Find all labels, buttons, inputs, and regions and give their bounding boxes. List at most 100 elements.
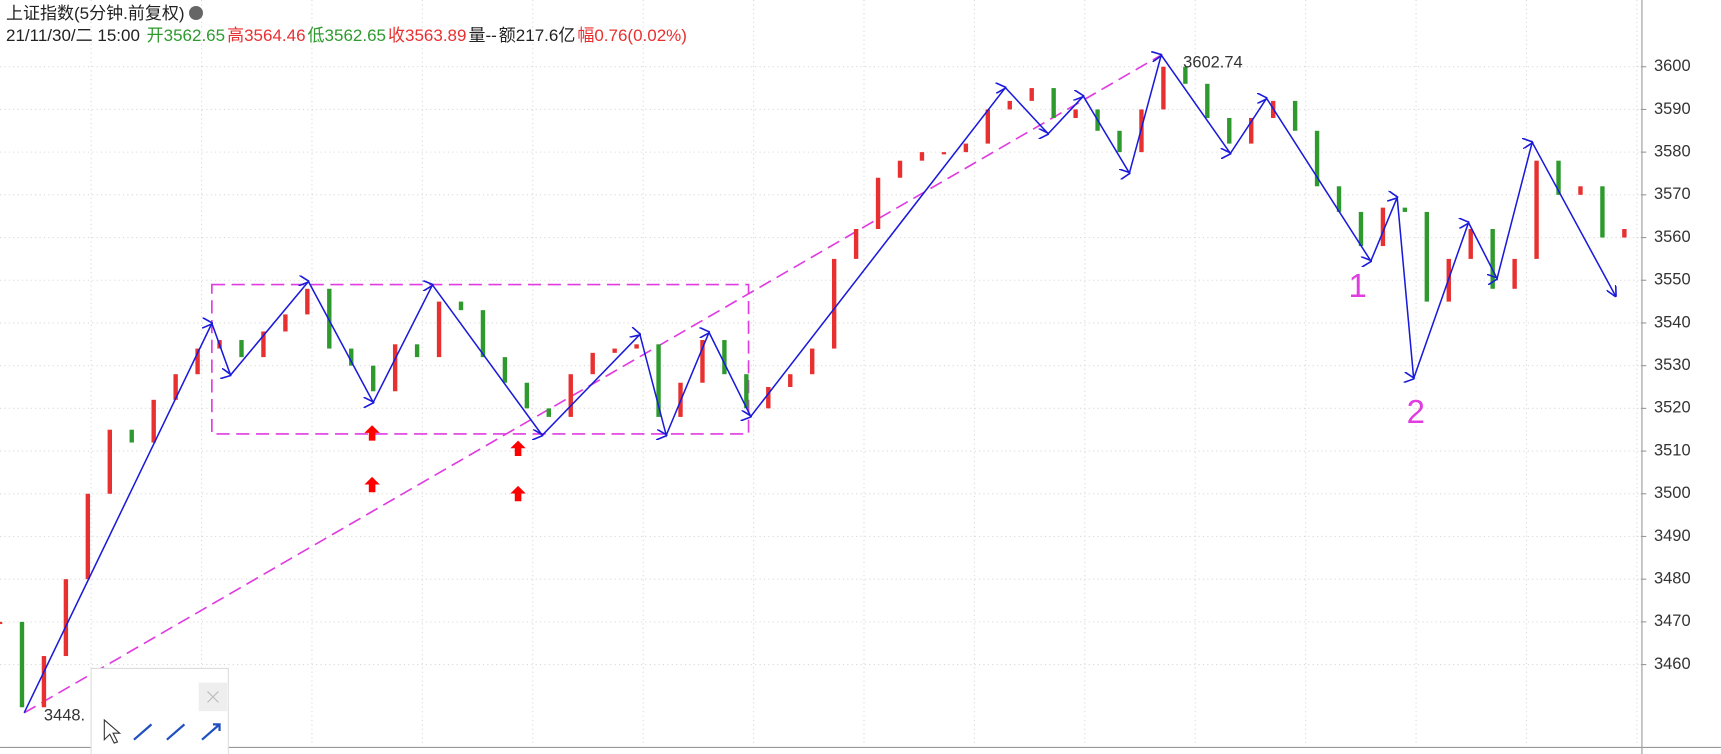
info-label: 量 — [468, 26, 486, 45]
y-tick-label: 3580 — [1654, 142, 1691, 160]
price-bar — [1029, 88, 1034, 101]
price-bar — [766, 387, 771, 409]
price-bar — [831, 258, 837, 349]
title: 上证指数(5分钟.前复权) — [6, 4, 185, 23]
wave-label: 1 — [1349, 267, 1367, 304]
info-value: 3564.46 — [244, 26, 306, 45]
price-bar — [1600, 186, 1605, 238]
price-bar — [568, 374, 573, 417]
price-bar — [875, 177, 881, 230]
price-bar — [63, 579, 69, 657]
wave-label: 2 — [1407, 393, 1425, 430]
price-bar — [0, 621, 3, 625]
price-bar — [722, 340, 727, 375]
info-item: 高3564.46 — [227, 26, 305, 45]
price-bar — [1358, 211, 1364, 247]
price-bar — [612, 348, 617, 353]
price-bar — [546, 408, 551, 417]
y-tick-label: 3470 — [1654, 612, 1691, 630]
price-bar — [1490, 229, 1495, 289]
price-bar — [1424, 211, 1430, 302]
up-arrow — [510, 485, 526, 502]
info-label: 低 — [307, 26, 325, 45]
info-item: 幅0.76(0.02%) — [577, 26, 687, 45]
title-row: 上证指数(5分钟.前复权) — [6, 3, 687, 25]
price-bar — [129, 429, 134, 443]
price-bar — [985, 109, 991, 144]
dropdown-icon[interactable] — [188, 6, 203, 20]
info-item: 量-- — [468, 26, 496, 45]
price-bar — [283, 314, 288, 332]
y-tick-label: 3570 — [1654, 185, 1691, 203]
info-row: 21/11/30/二 15:00 开3562.65 高3564.46 低3562.6… — [6, 25, 687, 47]
price-bar — [85, 493, 91, 580]
info-label: 额 — [498, 26, 516, 45]
price-bar — [919, 152, 925, 161]
info-value: -- — [485, 26, 497, 45]
ray-tool[interactable] — [166, 723, 186, 741]
price-bar — [634, 344, 639, 349]
up-arrow — [364, 476, 380, 493]
up-arrow — [364, 425, 380, 441]
header: 上证指数(5分钟.前复权) 21/11/30/二 15:00 开3562.65 高… — [6, 3, 687, 47]
price-label: 3448. — [44, 707, 85, 725]
price-bar — [1051, 88, 1056, 118]
y-tick-label: 3560 — [1654, 228, 1691, 246]
y-tick-label: 3500 — [1654, 484, 1691, 502]
price-bar — [239, 340, 244, 358]
price-bar — [963, 143, 969, 153]
price-bar — [1161, 66, 1166, 110]
price-bar — [1007, 100, 1012, 110]
cursor-tool[interactable] — [103, 718, 122, 744]
up-arrow — [510, 440, 526, 456]
price-bar — [1292, 100, 1298, 131]
info-item: 开3562.65 — [147, 26, 225, 45]
price-label: 3602.74 — [1183, 54, 1242, 72]
info-value: 3562.65 — [163, 26, 226, 45]
price-bar — [414, 344, 420, 358]
price-bar — [853, 229, 859, 259]
price-bar — [897, 160, 903, 178]
info-value: 3562.65 — [324, 26, 386, 45]
info-label: 开 — [146, 26, 164, 45]
price-bar — [107, 429, 112, 494]
price-bar — [458, 301, 464, 311]
price-bar — [590, 352, 595, 375]
y-tick-label: 3590 — [1654, 100, 1691, 118]
info-value: 3563.89 — [405, 26, 467, 45]
price-bar — [19, 621, 25, 708]
price-bar — [788, 374, 793, 388]
y-tick-label: 3540 — [1654, 313, 1691, 331]
y-tick-label: 3510 — [1654, 441, 1691, 459]
price-bar — [1578, 186, 1583, 195]
y-tick-label: 3520 — [1654, 399, 1691, 417]
price-bar — [1534, 160, 1539, 259]
price-bar — [151, 399, 156, 443]
price-bar — [1205, 83, 1210, 118]
info-label: 收 — [388, 26, 405, 45]
y-tick-label: 3530 — [1654, 356, 1691, 374]
arrow-tool[interactable] — [201, 723, 221, 741]
datetime: 21/11/30/二 15:00 — [6, 26, 140, 45]
price-bar — [1512, 258, 1517, 289]
y-tick-label: 3460 — [1654, 655, 1691, 673]
price-bar — [41, 656, 47, 708]
zigzag-line — [23, 55, 1615, 714]
y-tick-label: 3600 — [1654, 57, 1691, 75]
price-bar — [480, 310, 486, 358]
price-bar — [1402, 207, 1408, 212]
info-label: 高 — [227, 26, 245, 45]
price-bar — [195, 348, 200, 375]
price-bar — [1227, 117, 1232, 144]
price-bar — [810, 348, 815, 375]
toolbar — [90, 667, 229, 754]
info-item: 额217.6亿 — [499, 26, 576, 45]
y-tick-label: 3550 — [1654, 271, 1691, 289]
price-bar — [1117, 130, 1122, 153]
line-tool[interactable] — [133, 723, 153, 741]
price-bar — [1622, 229, 1627, 238]
info-item: 低3562.65 — [308, 26, 386, 45]
price-bar — [524, 382, 530, 409]
